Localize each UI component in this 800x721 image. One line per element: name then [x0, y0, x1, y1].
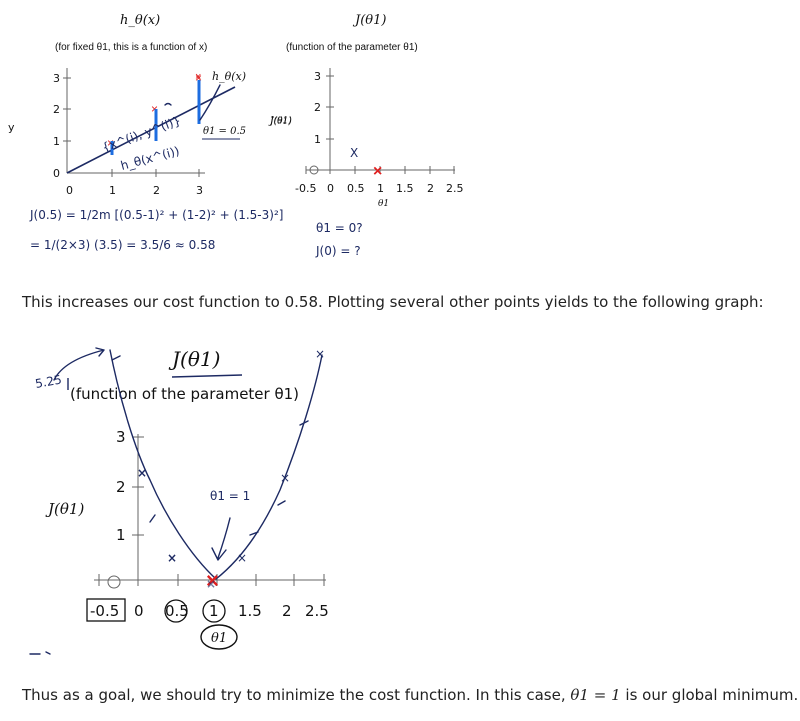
- y-tick-2: 2: [116, 478, 126, 496]
- handwritten-stroke: [199, 84, 221, 121]
- formula-block: J(0.5) = 1/2m [(0.5-1)² + (1-2)² + (1.5-…: [29, 208, 283, 252]
- paragraph-2: Thus as a goal, we should try to minimiz…: [22, 686, 798, 704]
- y-ticks: [132, 436, 144, 536]
- x-tick-0: 0: [327, 182, 334, 195]
- question-block: θ1 = 0? J(0) = ?: [315, 221, 363, 258]
- theta-annotation: θ1 = 1: [210, 489, 250, 503]
- paragraph-2-math: θ1 = 1: [570, 686, 621, 704]
- x-tick-0: 0: [66, 184, 73, 197]
- chart-title: h_θ(x): [120, 13, 160, 28]
- cost-point-1: ×: [373, 163, 382, 180]
- hand-arrow: [53, 347, 105, 381]
- x-tick-0.5: 0.5: [165, 602, 189, 620]
- cost-point-0.5: X: [350, 146, 358, 160]
- hypothesis-chart: h_θ(x) (for fixed θ1, this is a function…: [8, 13, 246, 197]
- top-value: 5.25: [34, 373, 63, 391]
- curve-tick-marks: [111, 355, 309, 536]
- cost-curve: [109, 349, 323, 580]
- curve-point-1-dark: ×: [206, 577, 216, 591]
- theta-arrow: [211, 517, 231, 561]
- small-chart-ylabel: J(θ1): [268, 116, 292, 127]
- curve-point-1.5: ×: [237, 551, 247, 565]
- x-tick-2: 2: [282, 602, 292, 620]
- legend-marker: ×: [195, 71, 201, 83]
- x-tick-box-neg: [86, 598, 126, 622]
- x-tick-2.5: 2.5: [446, 182, 464, 195]
- curve-point-0.5: ×: [167, 551, 177, 565]
- x-tick-2: 2: [427, 182, 434, 195]
- x-tick-1.5: 1.5: [396, 182, 414, 195]
- x-tick-neg-0.5: -0.5: [90, 602, 119, 620]
- y-tick-1: 1: [116, 526, 126, 544]
- x-tick-0: 0: [134, 602, 144, 620]
- x-ticks: [98, 574, 325, 586]
- x-axis-label: θ1: [211, 631, 227, 646]
- origin-marker: [309, 165, 319, 175]
- corner-mark: [29, 651, 51, 655]
- curve-point-0: ×: [137, 466, 147, 480]
- chart-subtitle: (for fixed θ1, this is a function of x): [55, 42, 207, 53]
- y-tick-2: 2: [53, 103, 60, 116]
- origin-marker: [107, 575, 121, 589]
- x-tick-3: 3: [196, 184, 203, 197]
- curve-point-2: ×: [280, 471, 290, 485]
- y-tick-3: 3: [53, 72, 60, 85]
- y-tick-1: 1: [53, 135, 60, 148]
- error-bars: [110, 80, 201, 155]
- cost-chart-small: J(θ1) (function of the parameter θ1) J(θ…: [270, 13, 464, 209]
- y-axis-label: y: [8, 121, 15, 134]
- slope-label: θ1 = 0.5: [203, 126, 246, 137]
- formula-line-2: = 1/(2×3) (3.5) = 3.5/6 ≈ 0.58: [30, 238, 215, 252]
- x-tick-circle-0.5: [164, 599, 188, 623]
- y-axis-label: J(θ1): [270, 115, 292, 126]
- svg-text:J(θ1): J(θ1): [268, 116, 292, 127]
- chart-title: J(θ1): [168, 347, 220, 371]
- annotation-hypothesis: h_θ(x^(i)): [119, 144, 181, 173]
- x-tick-circle-1: [202, 599, 226, 623]
- x-tick-1: 1: [209, 602, 219, 620]
- handwritten-arrow: [164, 102, 172, 106]
- curve-point-1: ×: [206, 568, 219, 593]
- x-tick-2: 2: [153, 184, 160, 197]
- paragraph-2-suffix: is our global minimum.: [625, 686, 799, 704]
- formula-line-1: J(0.5) = 1/2m [(0.5-1)² + (1-2)² + (1.5-…: [29, 208, 283, 222]
- x-tick-1: 1: [109, 184, 116, 197]
- question-line-2: J(0) = ?: [315, 244, 361, 258]
- y-tick-2: 2: [314, 101, 321, 114]
- chart-subtitle: (function of the parameter θ1): [70, 385, 299, 403]
- x-tick-2.5: 2.5: [305, 602, 329, 620]
- data-point-3: ×: [195, 71, 202, 85]
- x-tick-1: 1: [377, 182, 384, 195]
- y-axis-label: J(θ1): [45, 500, 84, 518]
- x-tick-1.5: 1.5: [238, 602, 262, 620]
- chart-subtitle: (function of the parameter θ1): [286, 42, 418, 53]
- cost-chart-large: J(θ1) (function of the parameter θ1) J(θ…: [29, 347, 329, 655]
- legend-label: h_θ(x): [212, 70, 246, 83]
- y-tick-3: 3: [116, 428, 126, 446]
- paragraph-1: This increases our cost function to 0.58…: [22, 293, 764, 311]
- x-axis-label: θ1: [378, 199, 389, 209]
- x-tick-neg-0.5: -0.5: [295, 182, 316, 195]
- chart-title: J(θ1): [352, 13, 386, 28]
- hypothesis-line: [66, 86, 236, 174]
- paragraph-2-prefix: Thus as a goal, we should try to minimiz…: [22, 686, 566, 704]
- title-underline: [171, 374, 243, 378]
- y-tick-3: 3: [314, 70, 321, 83]
- question-line-1: θ1 = 0?: [316, 221, 363, 235]
- x-axis-label-circle: [200, 624, 238, 650]
- y-ticks: [326, 75, 334, 140]
- y-tick-0: 0: [53, 167, 60, 180]
- x-ticks: [111, 169, 200, 177]
- y-ticks: [63, 77, 71, 142]
- curve-point-2.5: ×: [315, 347, 325, 361]
- y-tick-1: 1: [314, 133, 321, 146]
- x-ticks: [305, 166, 455, 174]
- x-tick-0.5: 0.5: [347, 182, 365, 195]
